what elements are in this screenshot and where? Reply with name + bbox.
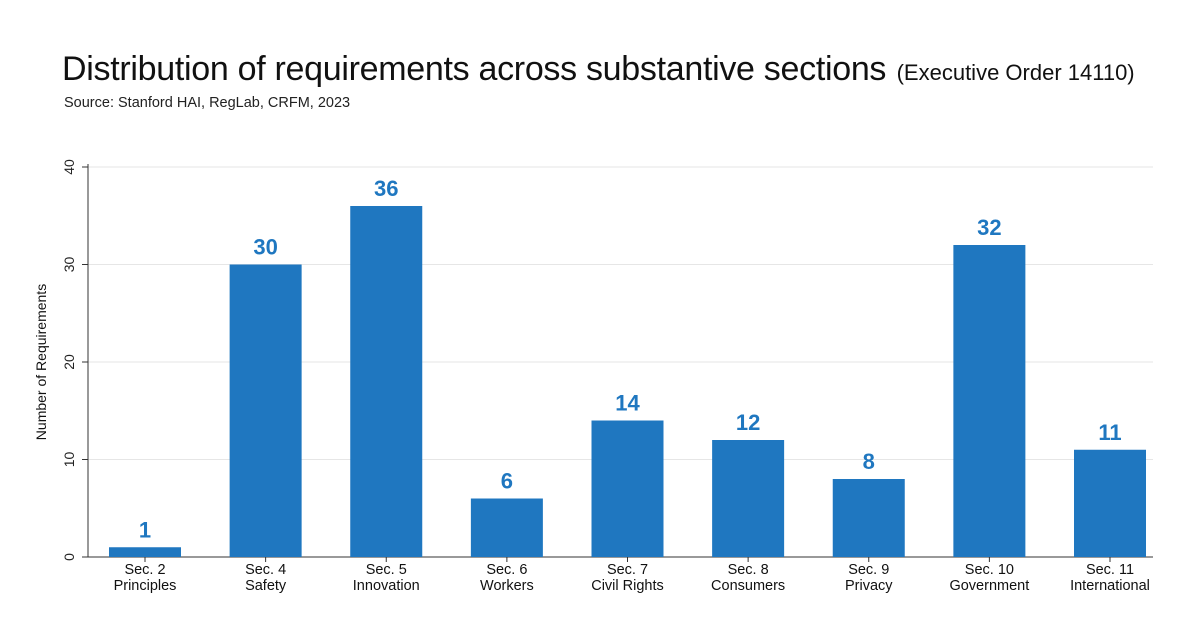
chart-title-row: Distribution of requirements across subs… [62,50,1135,89]
chart-title-suffix: (Executive Order 14110) [896,60,1135,85]
data-label: 36 [374,176,398,201]
x-tick-label: Consumers [711,578,785,594]
bar [229,264,302,557]
y-tick-label: 40 [61,159,77,175]
x-tick-label: Privacy [845,578,893,594]
bar [350,206,423,557]
data-label: 1 [139,517,151,542]
bar [109,547,181,557]
x-tick-label: Sec. 7 [607,562,648,578]
bar [832,479,905,557]
x-tick-label: Safety [245,578,287,594]
x-tick-label: Sec. 8 [728,562,769,578]
data-label: 30 [253,235,277,260]
x-tick-label: Sec. 2 [124,562,165,578]
bar [470,498,543,557]
bar [591,420,664,557]
x-tick-label: Sec. 10 [965,562,1014,578]
data-label: 8 [863,449,875,474]
x-tick-label: Sec. 9 [848,562,889,578]
data-label: 14 [615,391,640,416]
chart-source: Source: Stanford HAI, RegLab, CRFM, 2023 [64,95,351,111]
x-tick-label: International [1070,578,1150,594]
x-tick-label: Sec. 11 [1086,562,1134,578]
x-tick-label: Workers [480,578,534,594]
x-tick-label: Sec. 5 [366,562,407,578]
data-label: 6 [501,469,513,494]
bar [953,245,1026,557]
x-tick-label: Government [949,578,1029,594]
x-tick-label: Sec. 4 [245,562,286,578]
y-axis-title: Number of Requirements [33,284,49,440]
x-tick-label: Innovation [353,578,420,594]
data-label: 32 [977,215,1001,240]
data-label: 12 [736,410,760,435]
bar [712,440,785,557]
x-tick-label: Sec. 6 [486,562,527,578]
y-tick-label: 10 [61,452,77,468]
bar [1074,449,1146,557]
data-label: 11 [1098,420,1121,445]
x-tick-label: Civil Rights [591,578,664,594]
y-tick-label: 20 [61,354,77,370]
x-tick-label: Principles [114,578,177,594]
y-tick-label: 30 [61,257,77,273]
y-tick-label: 0 [61,553,77,561]
chart-title: Distribution of requirements across subs… [62,50,887,88]
